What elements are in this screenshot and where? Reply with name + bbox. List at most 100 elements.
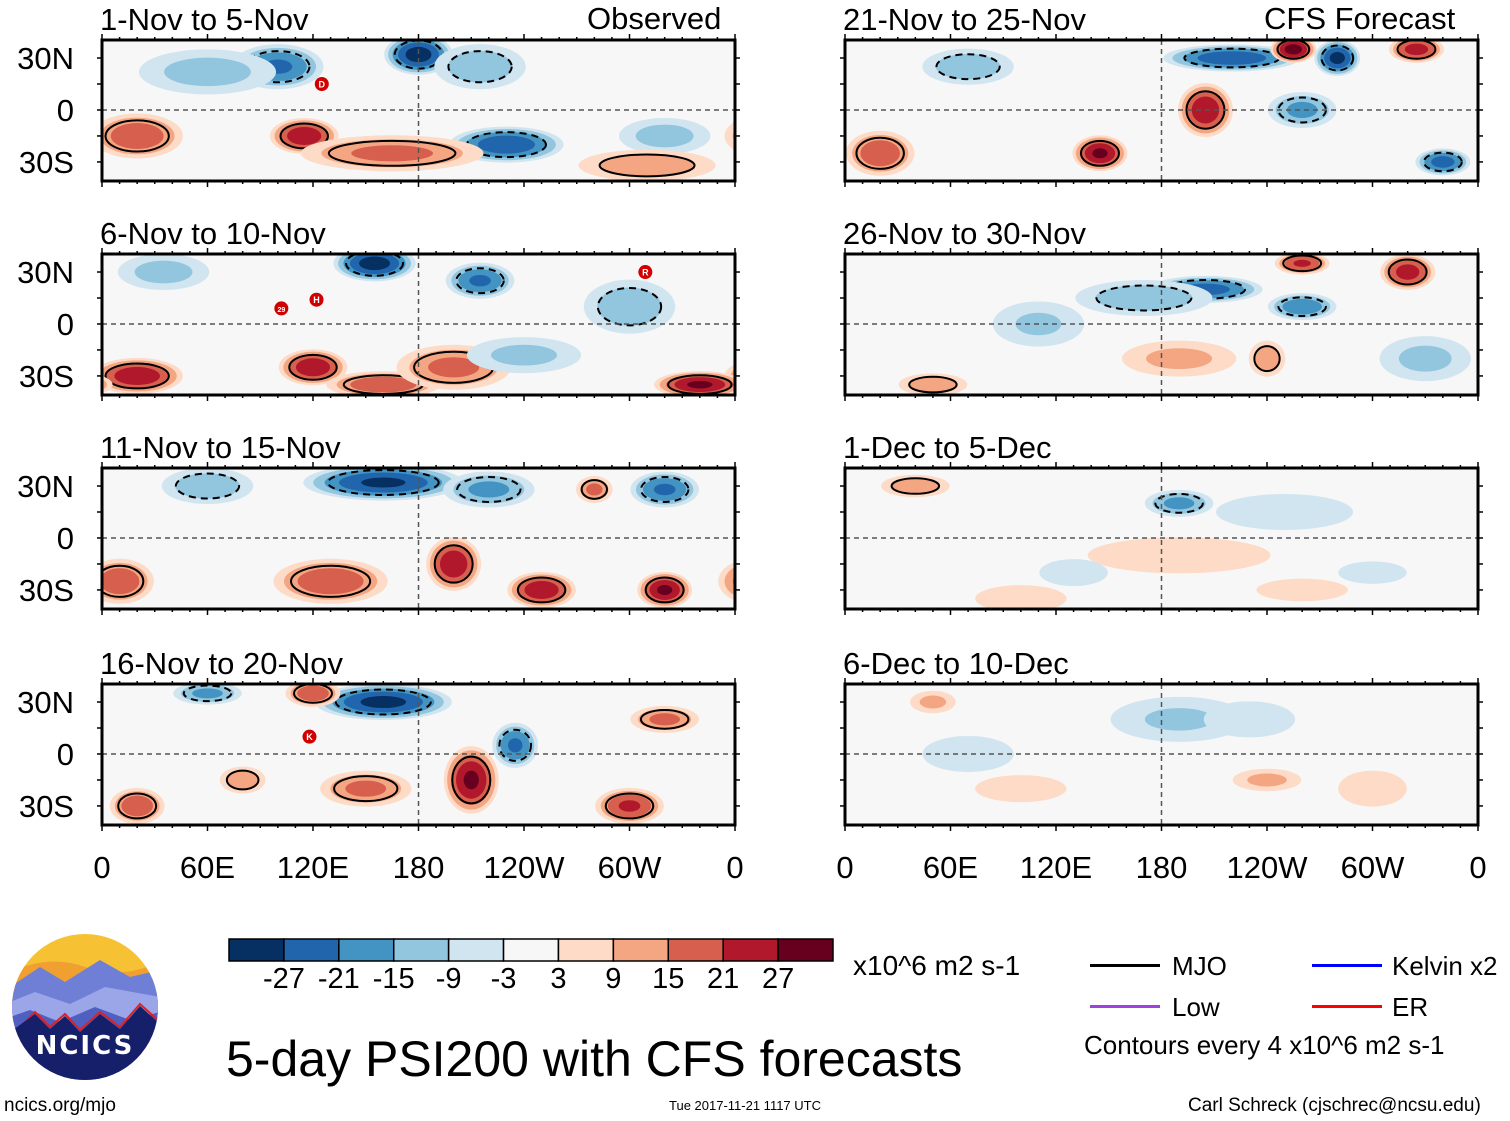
lat-label: 30N (17, 41, 74, 76)
anomaly-fill (1197, 51, 1267, 65)
anomaly-fill (358, 256, 391, 271)
mjo-contour (334, 688, 432, 716)
colorbar-swatch (667, 938, 724, 962)
lon-label: 60E (922, 850, 979, 885)
mjo-contour (104, 362, 170, 390)
anomaly-fill (1039, 559, 1108, 587)
anomaly-fill (1095, 285, 1193, 311)
legend-line-er (1312, 1005, 1382, 1008)
anomaly-fill (469, 274, 491, 287)
anomaly-fill (1092, 148, 1108, 159)
lon-label: 60W (597, 850, 662, 885)
lat-label: 30N (17, 685, 74, 720)
legend-line-kelvin (1312, 964, 1382, 967)
colorbar-tick-label: 3 (550, 963, 567, 995)
anomaly-fill (345, 780, 387, 797)
lon-label: 180 (392, 850, 445, 885)
anomaly-fill (756, 260, 793, 284)
anomaly-fill (1431, 156, 1455, 168)
anomaly-fill (747, 367, 793, 385)
mjo-contour (498, 728, 533, 762)
mjo-contour (598, 153, 696, 178)
anomaly-fill (287, 126, 322, 145)
anomaly-fill (102, 568, 140, 595)
anomaly-fill (772, 44, 795, 56)
lat-label: 0 (56, 736, 74, 772)
lat-label: 0 (56, 520, 74, 556)
legend-line-mjo (1090, 964, 1160, 967)
main-title: 5-day PSI200 with CFS forecasts (226, 1031, 963, 1087)
lon-label: 0 (726, 850, 744, 885)
legend-label-low: Low (1172, 992, 1220, 1022)
colorbar-tick-label: -3 (490, 963, 517, 995)
lat-label: 0 (56, 306, 74, 342)
colorbar-swatch (502, 938, 560, 962)
map-panel: K (97, 678, 740, 831)
anomaly-fill (782, 148, 837, 175)
anomaly-fill (748, 791, 793, 820)
anomaly-fill (297, 685, 329, 702)
legend-label-mjo: MJO (1172, 951, 1227, 981)
mjo-contour (890, 477, 941, 495)
anomaly-fill (724, 121, 735, 151)
lon-label: 120E (276, 850, 350, 885)
mjo-contour (516, 576, 567, 604)
anomaly-fill (743, 788, 798, 824)
mjo-contour (293, 684, 333, 704)
map-panel: D (97, 34, 740, 187)
anomaly-fill (751, 257, 798, 288)
lon-label: 0 (836, 850, 854, 885)
anomaly-fill (351, 145, 434, 162)
panel-title: 16-Nov to 20-Nov (100, 646, 343, 681)
lat-label: 0 (56, 92, 74, 128)
anomaly-fill (597, 287, 662, 326)
colorbar-swatch (447, 938, 505, 962)
panel-title: 11-Nov to 15-Nov (100, 430, 341, 465)
mjo-contour (456, 476, 522, 503)
colorbar-swatch (392, 938, 450, 962)
anomaly-fill (121, 795, 154, 817)
colorbar-tick-label: -21 (317, 963, 360, 995)
anomaly-fill (635, 124, 694, 148)
lon-label: 0 (1469, 850, 1487, 885)
colorbar-units: x10^6 m2 s-1 (853, 950, 1021, 981)
mjo-contour (1387, 258, 1428, 286)
map-panel (840, 462, 1483, 615)
anomaly-fill (1256, 578, 1348, 602)
ncics-logo: NCICS (12, 934, 158, 1080)
mjo-contour (182, 684, 233, 703)
legend-label-er: ER (1392, 992, 1429, 1022)
footer-url[interactable]: ncics.org/mjo (4, 1095, 116, 1116)
anomaly-fill (786, 150, 833, 173)
colorbar-tick-label: 15 (652, 963, 685, 995)
lat-label: 30S (18, 358, 74, 394)
colorbar-swatch (612, 938, 670, 962)
anomaly-fill (1338, 770, 1407, 807)
mjo-contour (1320, 44, 1355, 72)
anomaly-fill (114, 366, 161, 385)
anomaly-fill (1286, 101, 1318, 119)
mjo-contour (104, 119, 170, 153)
anomaly-fill (1254, 345, 1280, 372)
mjo-contour (174, 472, 241, 500)
storm-marker-icon: H (309, 292, 324, 307)
anomaly-fill (1485, 135, 1510, 172)
mjo-contour (1396, 40, 1437, 60)
anomaly-fill (134, 260, 193, 284)
colorbar-swatch (777, 938, 834, 962)
colorbar (228, 938, 834, 962)
anomaly-fill (765, 40, 802, 58)
mjo-contour (451, 755, 492, 805)
mjo-contour (102, 564, 145, 598)
colorbar-tick-label: 27 (761, 963, 795, 995)
storm-label: D (319, 79, 326, 89)
anomaly-fill (975, 585, 1067, 609)
lat-label: 30N (17, 469, 74, 504)
anomaly-fill (1329, 52, 1345, 65)
storm-marker-icon: K (302, 729, 317, 744)
mjo-contour (908, 375, 958, 394)
storm-label: H (313, 295, 320, 305)
anomaly-fill (3, 125, 61, 148)
anomaly-fill (1203, 701, 1296, 738)
anomaly-fill (730, 368, 735, 384)
